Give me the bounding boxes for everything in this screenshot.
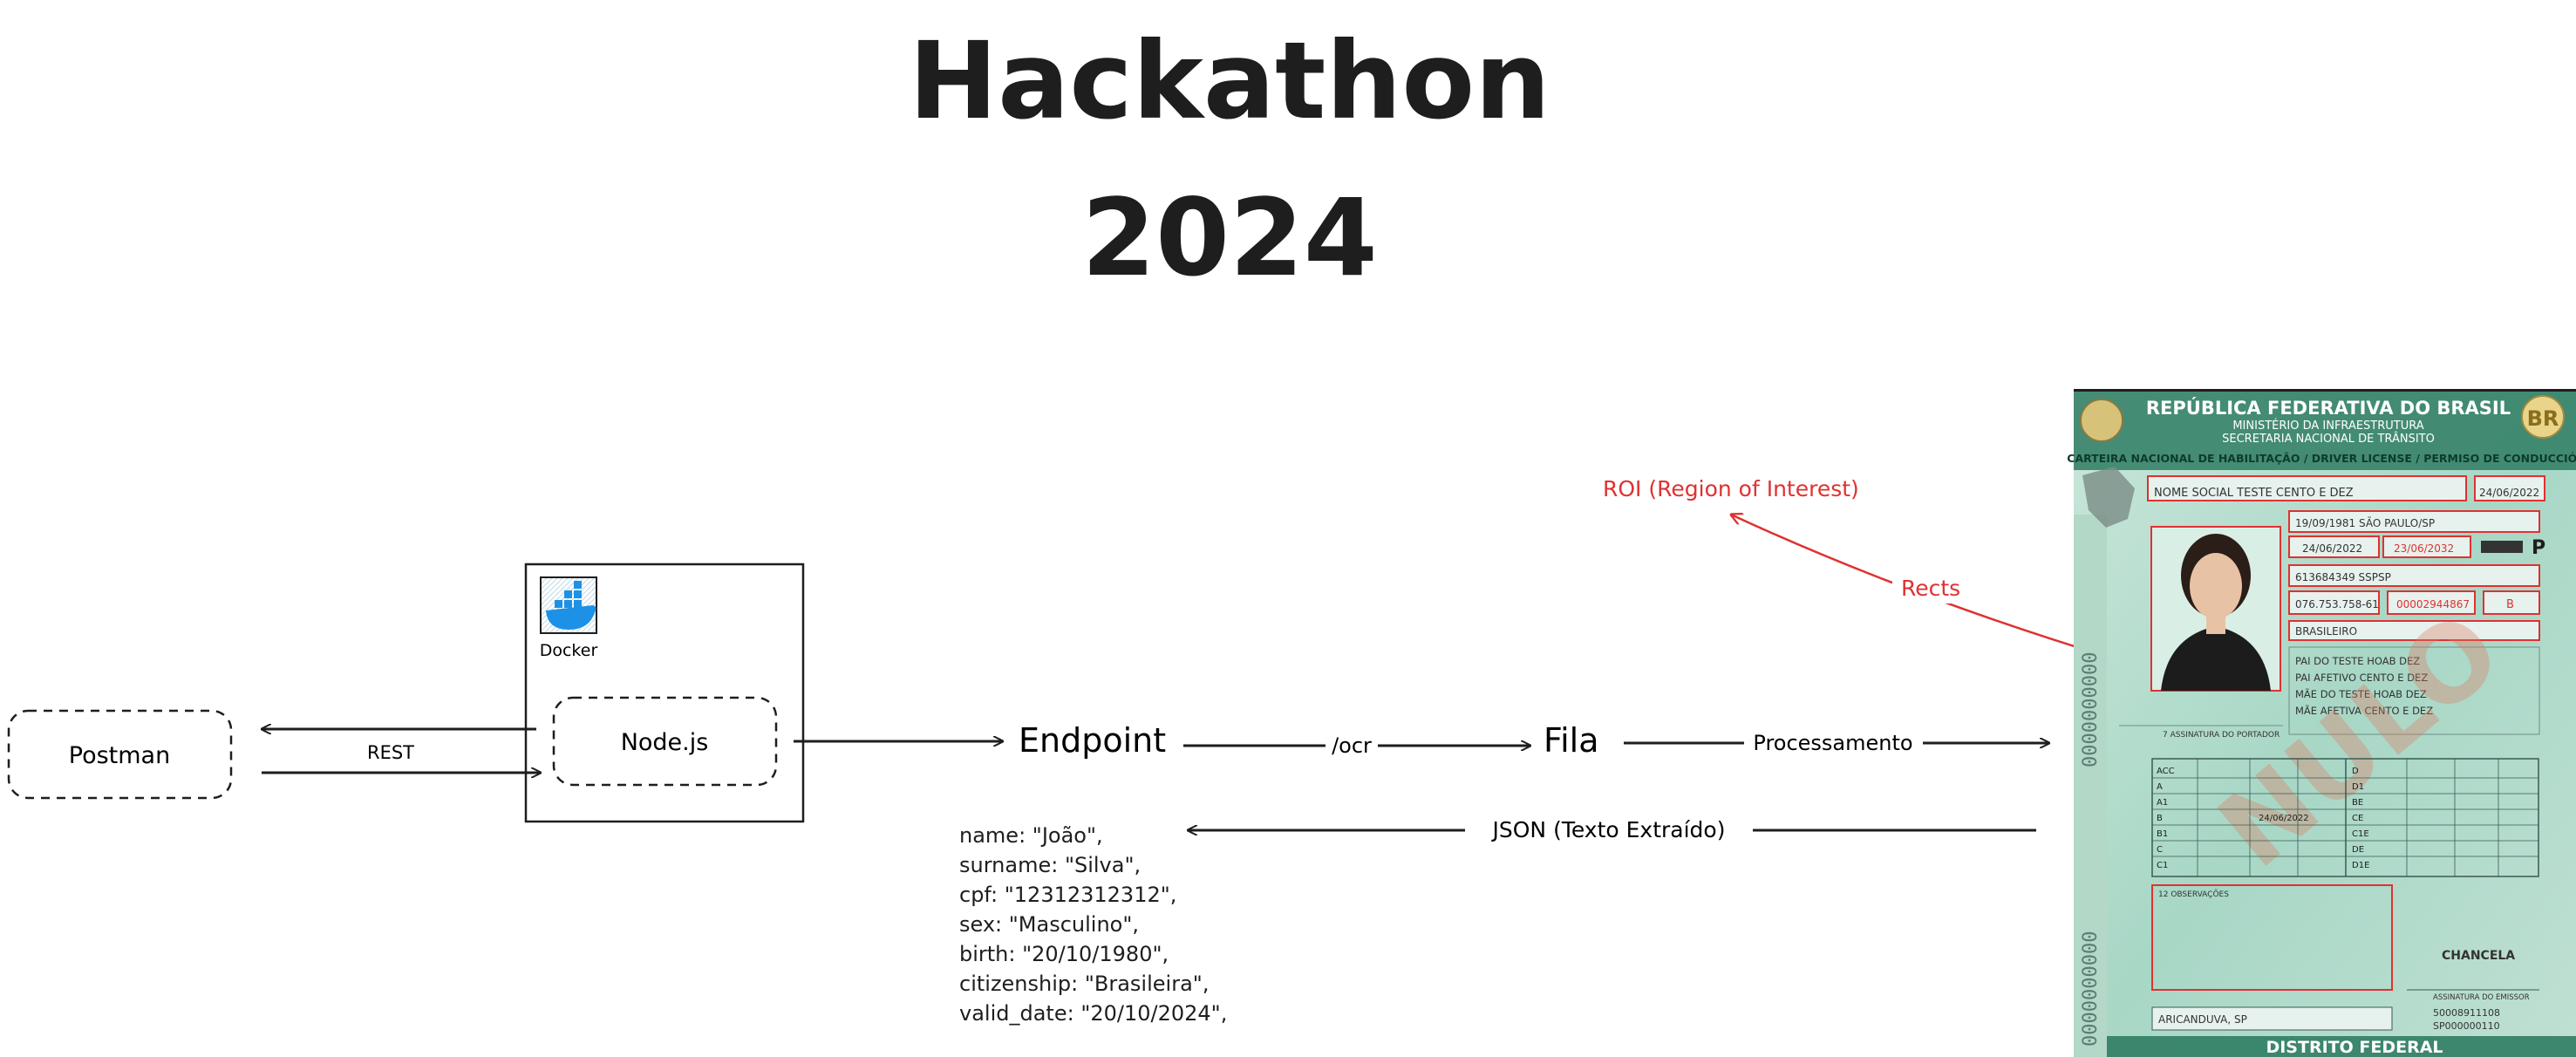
driver-license-image: 0000000000 0000000000 REPÚBLICA FEDERATI…: [2067, 389, 2576, 1057]
br-badge-icon: [2521, 395, 2565, 439]
docker-icon: [540, 576, 597, 634]
license-chancela: CHANCELA: [2442, 949, 2515, 963]
endpoint-label: Endpoint: [1019, 721, 1166, 760]
license-emissor-label: ASSINATURA DO EMISSOR: [2433, 993, 2530, 1002]
cat-row: A: [2157, 782, 2163, 792]
postman-node[interactable]: [7, 709, 233, 800]
license-signature-label: 7 ASSINATURA DO PORTADOR: [2163, 731, 2280, 740]
processamento-label: Processamento: [1753, 731, 1912, 755]
license-header-3: SECRETARIA NACIONAL DE TRÂNSITO: [2222, 432, 2435, 446]
license-register: 00002944867: [2396, 598, 2470, 610]
license-serial1: 50008911108: [2433, 1007, 2500, 1019]
cat-row: A1: [2157, 798, 2168, 808]
roi-label: ROI (Region of Interest): [1603, 476, 1859, 501]
license-category: B: [2506, 598, 2514, 611]
json-line: surname: "Silva",: [959, 853, 1141, 877]
ocr-label: /ocr: [1332, 733, 1372, 758]
license-issue: 24/06/2022: [2302, 542, 2362, 555]
title-line2: 2024: [1081, 176, 1378, 300]
cat-row: DE: [2352, 845, 2364, 855]
license-header-1: REPÚBLICA FEDERATIVA DO BRASIL: [2146, 397, 2511, 419]
fila-label: Fila: [1544, 721, 1599, 760]
cat-row: D1: [2352, 782, 2364, 792]
cat-row: B1: [2157, 829, 2168, 839]
cat-date: 24/06/2022: [2259, 814, 2309, 823]
json-edge-label: JSON (Texto Extraído): [1491, 817, 1726, 842]
license-cpf: 076.753.758-61: [2295, 598, 2379, 610]
license-filiation: PAI DO TESTE HOAB DEZ: [2295, 655, 2420, 667]
nodejs-label: Node.js: [621, 729, 709, 756]
nodejs-node[interactable]: [552, 696, 778, 787]
portrait-photo: [2161, 534, 2271, 691]
json-line: valid_date: "20/10/2024",: [959, 1001, 1227, 1026]
license-header-2: MINISTÉRIO DA INFRAESTRUTURA: [2232, 419, 2423, 433]
license-nationality: BRASILEIRO: [2295, 625, 2357, 638]
license-filiation: PAI AFETIVO CENTO E DEZ: [2295, 672, 2428, 684]
license-local: ARICANDUVA, SP: [2158, 1013, 2247, 1026]
license-doc-id: 613684349 SSPSP: [2295, 571, 2391, 583]
license-doc-type: CARTEIRA NACIONAL DE HABILITAÇÃO / DRIVE…: [2067, 452, 2576, 465]
brazil-map-icon: [2082, 467, 2135, 528]
license-birth: 19/09/1981 SÃO PAULO/SP: [2295, 516, 2435, 529]
br-badge-label: BR: [2527, 406, 2559, 431]
cat-row: C: [2157, 845, 2163, 855]
cat-row: C1E: [2352, 829, 2369, 839]
rest-label: REST: [367, 742, 414, 763]
license-filiation: MÃE DO TESTE HOAB DEZ: [2295, 687, 2427, 700]
json-line: sex: "Masculino",: [959, 912, 1139, 937]
docker-container: [524, 563, 805, 823]
coat-of-arms-icon: [2080, 399, 2123, 442]
license-serial2: SP000000110: [2433, 1020, 2500, 1032]
title-line1: Hackathon: [909, 19, 1550, 143]
cat-row: D1E: [2352, 861, 2369, 870]
cat-row: C1: [2157, 861, 2168, 870]
side-number-top: 0000000000: [2080, 652, 2102, 767]
license-first-date: 24/06/2022: [2479, 487, 2539, 499]
cat-row: ACC: [2157, 767, 2175, 776]
license-obs-label: 12 OBSERVAÇÕES: [2158, 889, 2229, 899]
cat-row: BE: [2352, 798, 2363, 808]
json-output: name: "João", surname: "Silva", cpf: "12…: [959, 823, 1227, 1026]
rects-label: Rects: [1901, 576, 1960, 601]
docker-label: Docker: [540, 641, 598, 660]
license-footer: DISTRITO FEDERAL: [2266, 1038, 2443, 1057]
license-category-letter: P: [2532, 537, 2545, 559]
license-filiation: MÃE AFETIVA CENTO E DEZ: [2295, 704, 2433, 717]
postman-label: Postman: [69, 742, 170, 769]
json-line: citizenship: "Brasileira",: [959, 972, 1209, 996]
cat-row: B: [2157, 814, 2163, 823]
cat-row: D: [2352, 767, 2359, 776]
json-line: cpf: "12312312312",: [959, 883, 1176, 907]
category-table: ACC A A1 B B1 C C1 D D1 BE CE C1E DE D1E…: [2157, 767, 2369, 870]
license-validity: 23/06/2032: [2394, 542, 2454, 555]
json-line: name: "João",: [959, 823, 1103, 848]
json-line: birth: "20/10/1980",: [959, 942, 1169, 966]
cat-row: CE: [2352, 814, 2363, 823]
license-name: NOME SOCIAL TESTE CENTO E DEZ: [2154, 487, 2354, 500]
side-number-bottom: 0000000000: [2080, 931, 2102, 1047]
